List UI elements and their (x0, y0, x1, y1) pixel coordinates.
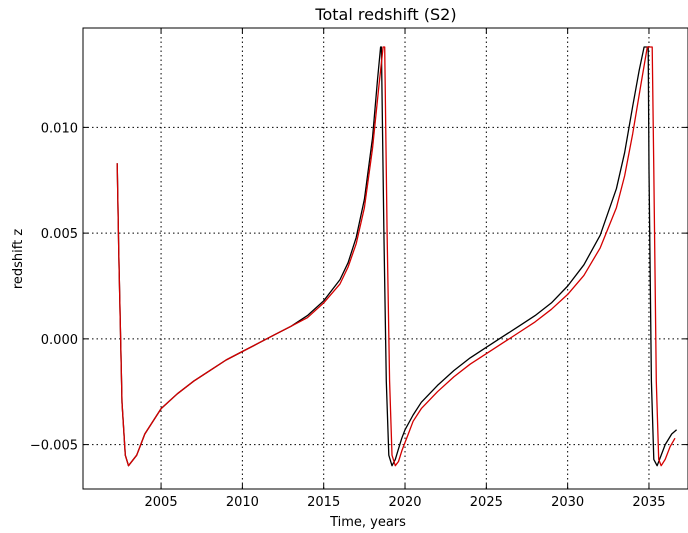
x-tick-label: 2005 (145, 495, 178, 510)
plot-frame (82, 27, 688, 490)
x-tick-label: 2030 (551, 495, 584, 510)
x-axis: 2005 2010 2015 2020 2025 2030 2035 (145, 28, 666, 510)
y-tick-label: 0.000 (41, 333, 78, 348)
y-axis-title: redshift z (11, 229, 26, 290)
y-tick-label: −0.005 (30, 439, 78, 454)
y-axis: −0.005 0.000 0.005 0.010 (30, 121, 688, 454)
y-tick-label: 0.010 (41, 121, 78, 136)
x-tick-label: 2020 (388, 495, 421, 510)
x-tick-label: 2010 (226, 495, 259, 510)
series-line-2 (116, 46, 676, 467)
series-group (116, 46, 678, 467)
chart-title: Total redshift (S2) (314, 5, 456, 24)
x-axis-title: Time, years (329, 515, 406, 530)
x-tick-label: 2035 (632, 495, 665, 510)
x-tick-label: 2025 (470, 495, 503, 510)
y-tick-label: 0.005 (41, 227, 78, 242)
x-tick-label: 2015 (307, 495, 340, 510)
